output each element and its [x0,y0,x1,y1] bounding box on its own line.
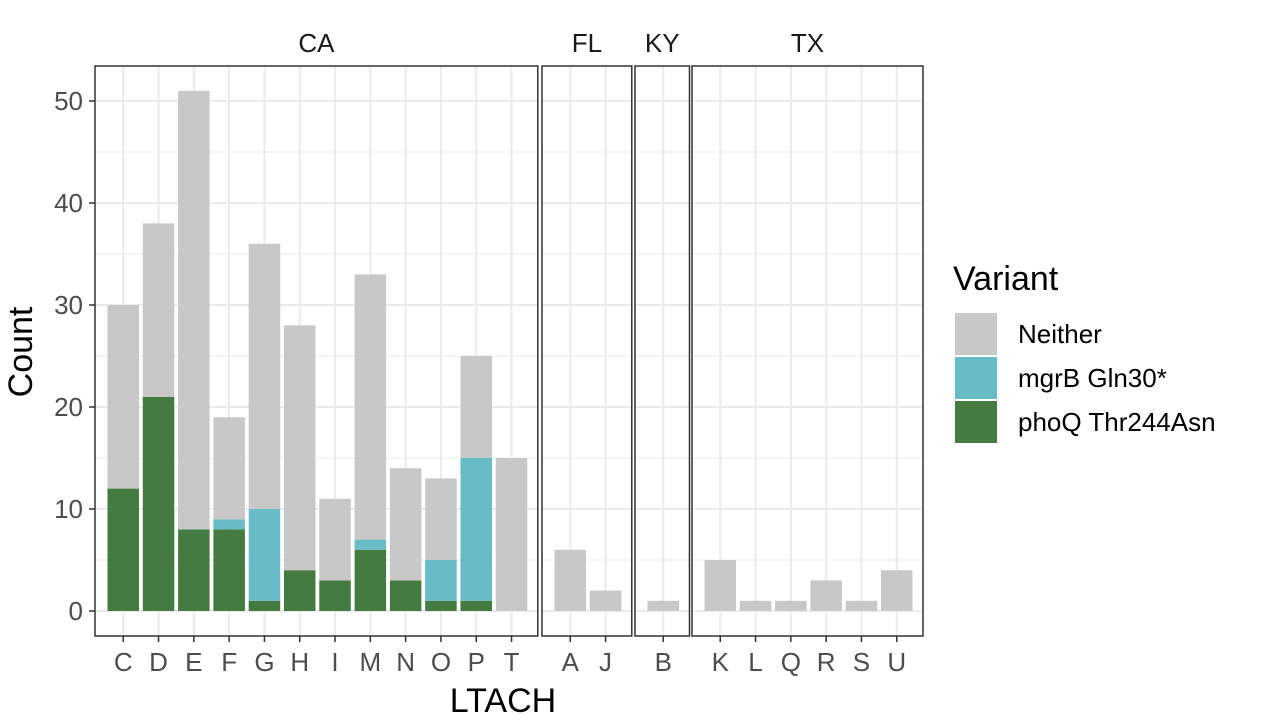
bar-U-neither [880,570,913,611]
x-tick-label-O: O [431,647,451,677]
x-tick-label-E: E [185,647,202,677]
facet-tx: K L Q R S U TX [691,28,924,677]
facet-label-fl: FL [572,28,602,58]
x-tick-label-N: N [396,647,415,677]
bar-Q-neither [775,600,807,611]
bar-M-neither [354,274,387,540]
x-tick-label-T: T [504,647,520,677]
x-tick-label-H: H [290,647,309,677]
bar-K-neither [704,560,736,611]
x-tick-label-L: L [748,647,762,677]
bar-O-neither [425,478,457,560]
x-tick-label-P: P [468,647,485,677]
x-tick-label-B: B [655,647,672,677]
y-tick-label: 0 [69,596,83,626]
bar-P-mgrb [460,458,492,601]
facet-ca: C D E F G H I M N O P T CA [94,28,539,677]
x-tick-label-F: F [221,647,237,677]
x-tick-label-J: J [599,647,612,677]
bar-M-mgrb [354,539,387,550]
bar-F-mgrb [213,519,245,530]
legend-label: mgrB Gln30* [1018,363,1167,393]
bar-I-neither [319,498,351,581]
bar-B-neither [647,600,679,611]
bar-H-phoq [283,570,316,611]
bar-H-neither [283,325,316,571]
x-tick-label-C: C [114,647,133,677]
bar-E-neither [178,90,210,530]
legend-item-mgrb-gln30: mgrB Gln30* [955,357,1167,399]
facet-label-ky: KY [645,28,680,58]
legend-item-phoq-thr244asn: phoQ Thr244Asn [955,401,1216,443]
facet-ky: B KY [634,28,691,677]
x-tick-label-U: U [887,647,906,677]
x-axis-title: LTACH [450,682,556,720]
y-tick-label: 20 [54,392,83,422]
bar-P-neither [460,356,492,458]
bar-A-neither [554,549,586,611]
x-tick-label-S: S [853,647,870,677]
bar-P-phoq [460,600,492,611]
x-tick-label-Q: Q [781,647,801,677]
y-tick-label: 50 [54,86,83,116]
legend-title: Variant [953,260,1059,298]
y-tick-label: 40 [54,188,83,218]
panel-background [542,66,632,636]
panel-border [94,65,539,637]
y-axis-title: Count [2,306,40,397]
bar-L-neither [739,600,772,611]
bar-S-neither [845,600,878,611]
facet-panels: C D E F G H I M N O P T CA A J FL B KY K L Q R S U TX [94,28,924,677]
y-axis: 0 10 20 30 40 50 [54,86,95,626]
bar-C-phoq [107,488,139,611]
bar-T-neither [495,458,528,611]
bar-D-neither [142,223,175,397]
legend-label: Neither [1018,319,1102,349]
legend: Variant Neither mgrB Gln30* phoQ Thr244Asn [953,260,1216,443]
bar-G-phoq [248,600,281,611]
panel-background [692,66,923,636]
facet-fl: A J FL [541,28,633,677]
facet-label-ca: CA [298,28,335,58]
legend-swatch [955,401,997,443]
x-tick-label-R: R [817,647,836,677]
bar-F-neither [213,417,245,520]
x-tick-label-M: M [360,647,382,677]
legend-item-neither: Neither [955,313,1102,355]
y-tick-label: 30 [54,290,83,320]
y-tick-label: 10 [54,494,83,524]
bar-E-phoq [178,529,210,611]
legend-swatch [955,357,997,399]
bar-G-mgrb [248,509,281,601]
bar-O-mgrb [425,560,457,601]
bar-D-phoq [142,396,175,611]
bar-R-neither [810,580,842,611]
bar-O-phoq [425,600,457,611]
panel-border [634,65,691,637]
bar-G-neither [248,243,281,510]
bar-F-phoq [213,529,245,611]
bar-N-phoq [389,580,422,611]
bar-I-phoq [319,580,351,611]
x-tick-label-D: D [149,647,168,677]
legend-swatch [955,313,997,355]
legend-label: phoQ Thr244Asn [1018,407,1216,437]
bar-M-phoq [354,549,387,611]
bar-N-neither [389,468,422,581]
bar-C-neither [107,305,139,489]
facet-label-tx: TX [791,28,824,58]
panel-border [691,65,924,637]
x-tick-label-A: A [562,647,580,677]
x-tick-label-I: I [331,647,338,677]
x-tick-label-K: K [712,647,730,677]
bar-J-neither [589,590,622,611]
x-tick-label-G: G [254,647,274,677]
panel-border [541,65,633,637]
